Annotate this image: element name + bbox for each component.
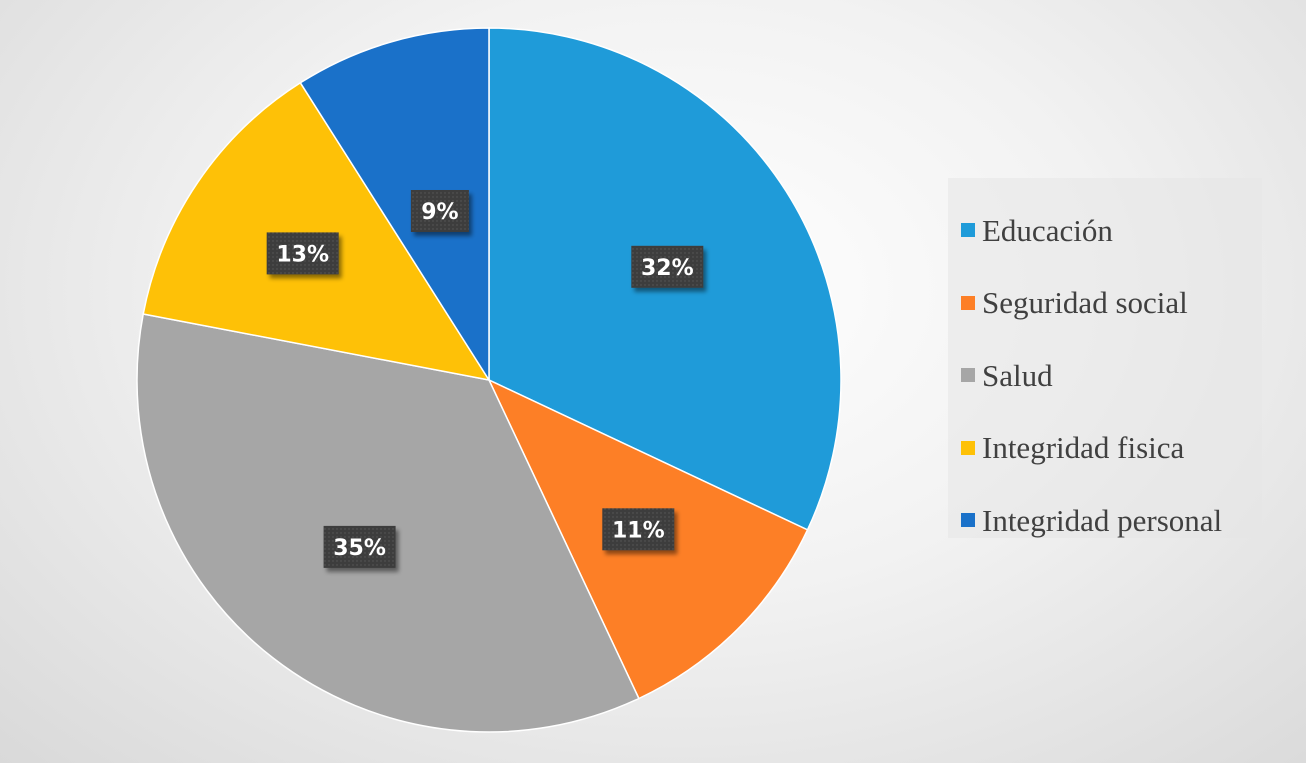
legend-label-educacion: Educación [982,212,1113,248]
data-label-text-integridad-personal: 9% [421,200,458,225]
legend-item-integridad-fisica: Integridad fisica [961,412,1262,485]
legend-swatch-salud [961,368,975,383]
data-label-educacion: 32% [631,245,704,288]
data-label-box-integridad-fisica [266,232,339,275]
legend-swatch-integridad-personal [961,513,975,528]
data-label-box-seguridad-social [602,508,675,551]
legend-label-integridad-fisica: Integridad fisica [982,430,1185,466]
data-label-salud: 35% [323,525,396,568]
legend-item-integridad-personal: Integridad personal [961,484,1262,557]
data-label-text-salud: 35% [333,536,386,561]
data-label-seguridad-social: 11% [602,508,675,551]
legend-swatch-integridad-fisica [961,440,975,455]
pie-slice-salud [136,313,640,733]
data-label-box-integridad-personal [410,190,469,232]
data-label-box-educacion [631,245,704,288]
legend-item-seguridad-social: Seguridad social [961,267,1262,340]
legend-swatch-educacion [961,223,975,238]
legend-swatch-seguridad-social [961,295,975,310]
data-label-integridad-personal: 9% [410,190,469,232]
data-label-integridad-fisica: 13% [266,232,339,275]
legend-label-salud: Salud [982,357,1053,393]
data-label-text-educacion: 32% [641,256,694,281]
legend-item-educacion: Educación [961,194,1262,267]
pie-slice-integridad-fisica [142,81,491,382]
data-label-text-seguridad-social: 11% [612,518,665,543]
data-label-box-salud [323,525,396,568]
legend-item-salud: Salud [961,339,1262,412]
pie-slice-integridad-personal [299,27,490,383]
legend-label-integridad-personal: Integridad personal [982,502,1223,538]
data-label-text-integridad-fisica: 13% [276,242,329,267]
legend: Educación Seguridad social Salud Integri… [948,178,1262,538]
legend-label-seguridad-social: Seguridad social [982,285,1188,321]
